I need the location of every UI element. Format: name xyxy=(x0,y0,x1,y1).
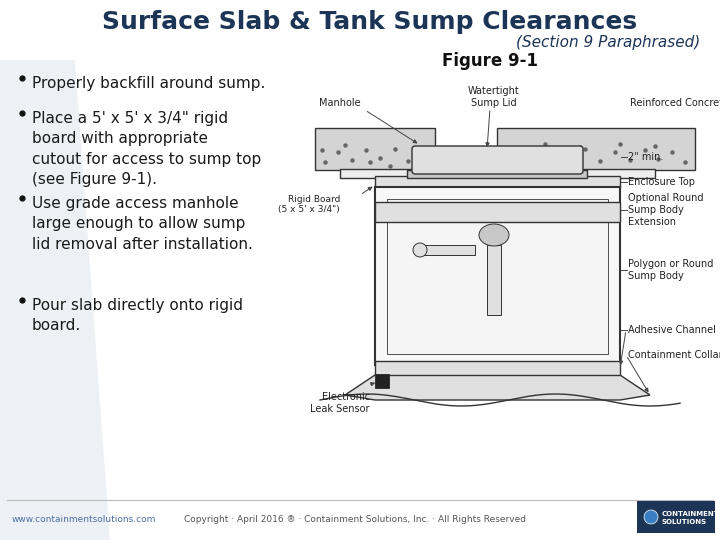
FancyBboxPatch shape xyxy=(637,501,715,533)
Text: www.containmentsolutions.com: www.containmentsolutions.com xyxy=(12,516,156,524)
Text: Electronic
Leak Sensor: Electronic Leak Sensor xyxy=(310,392,370,414)
Ellipse shape xyxy=(479,224,509,246)
Text: CONTAINMENT: CONTAINMENT xyxy=(662,511,720,517)
Text: Polygon or Round
Sump Body: Polygon or Round Sump Body xyxy=(628,259,714,281)
Circle shape xyxy=(644,510,658,524)
Text: (Section 9 Paraphrased): (Section 9 Paraphrased) xyxy=(516,35,700,50)
Text: Properly backfill around sump.: Properly backfill around sump. xyxy=(32,76,266,91)
Text: Use grade access manhole
large enough to allow sump
lid removal after installati: Use grade access manhole large enough to… xyxy=(32,196,253,252)
Text: Enclosure Top: Enclosure Top xyxy=(628,177,695,187)
Bar xyxy=(387,199,608,354)
Text: Manhole: Manhole xyxy=(319,98,361,108)
FancyBboxPatch shape xyxy=(412,146,583,174)
Text: Copyright · April 2016 ® · Containment Solutions, Inc. · All Rights Reserved: Copyright · April 2016 ® · Containment S… xyxy=(184,516,526,524)
Bar xyxy=(375,202,620,222)
Text: Place a 5' x 5' x 3/4" rigid
board with appropriate
cutout for access to sump to: Place a 5' x 5' x 3/4" rigid board with … xyxy=(32,111,261,187)
Text: Figure 9-1: Figure 9-1 xyxy=(442,52,538,70)
Text: Optional Round
Sump Body
Extension: Optional Round Sump Body Extension xyxy=(628,193,703,227)
Bar xyxy=(375,176,620,188)
Text: Reinforced Concrete: Reinforced Concrete xyxy=(630,98,720,108)
Bar xyxy=(375,361,620,375)
Bar xyxy=(487,245,501,315)
Bar xyxy=(340,169,655,178)
Text: Surface Slab & Tank Sump Clearances: Surface Slab & Tank Sump Clearances xyxy=(102,10,638,34)
Bar xyxy=(420,245,475,255)
Bar xyxy=(315,128,435,170)
Text: Rigid Board
(5 x 5' x 3/4"): Rigid Board (5 x 5' x 3/4") xyxy=(278,195,340,214)
Text: Watertight
Sump Lid: Watertight Sump Lid xyxy=(468,86,520,108)
Text: Containment Collar: Containment Collar xyxy=(628,350,720,360)
Text: SOLUTIONS: SOLUTIONS xyxy=(662,519,707,525)
Bar xyxy=(407,170,587,178)
Text: Pour slab directly onto rigid
board.: Pour slab directly onto rigid board. xyxy=(32,298,243,333)
Bar xyxy=(375,187,620,365)
Bar xyxy=(497,128,695,170)
Bar xyxy=(375,374,389,388)
Ellipse shape xyxy=(413,243,427,257)
Polygon shape xyxy=(0,60,110,540)
Text: Adhesive Channel: Adhesive Channel xyxy=(628,325,716,335)
Polygon shape xyxy=(345,375,650,400)
Text: 2" min.: 2" min. xyxy=(628,152,663,162)
